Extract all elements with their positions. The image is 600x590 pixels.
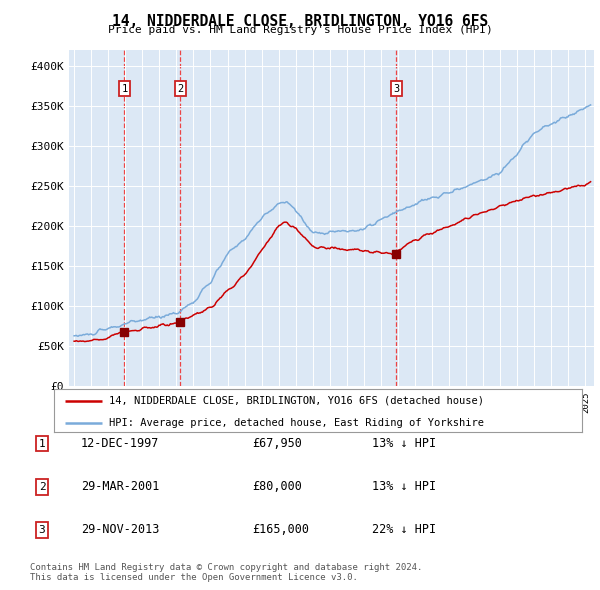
- Text: 12-DEC-1997: 12-DEC-1997: [81, 437, 160, 450]
- Text: Contains HM Land Registry data © Crown copyright and database right 2024.
This d: Contains HM Land Registry data © Crown c…: [30, 563, 422, 582]
- Text: HPI: Average price, detached house, East Riding of Yorkshire: HPI: Average price, detached house, East…: [109, 418, 484, 428]
- Text: 22% ↓ HPI: 22% ↓ HPI: [372, 523, 436, 536]
- Text: 1: 1: [121, 84, 128, 94]
- Text: 13% ↓ HPI: 13% ↓ HPI: [372, 437, 436, 450]
- Text: 2: 2: [38, 482, 46, 491]
- Text: 2: 2: [178, 84, 184, 94]
- Text: 3: 3: [394, 84, 400, 94]
- Text: 29-NOV-2013: 29-NOV-2013: [81, 523, 160, 536]
- Text: 29-MAR-2001: 29-MAR-2001: [81, 480, 160, 493]
- Text: 14, NIDDERDALE CLOSE, BRIDLINGTON, YO16 6FS: 14, NIDDERDALE CLOSE, BRIDLINGTON, YO16 …: [112, 14, 488, 28]
- Text: Price paid vs. HM Land Registry's House Price Index (HPI): Price paid vs. HM Land Registry's House …: [107, 25, 493, 35]
- Text: 14, NIDDERDALE CLOSE, BRIDLINGTON, YO16 6FS (detached house): 14, NIDDERDALE CLOSE, BRIDLINGTON, YO16 …: [109, 396, 484, 406]
- Text: 13% ↓ HPI: 13% ↓ HPI: [372, 480, 436, 493]
- Text: £80,000: £80,000: [252, 480, 302, 493]
- Text: £67,950: £67,950: [252, 437, 302, 450]
- Text: 3: 3: [38, 525, 46, 535]
- Text: 1: 1: [38, 439, 46, 448]
- Text: £165,000: £165,000: [252, 523, 309, 536]
